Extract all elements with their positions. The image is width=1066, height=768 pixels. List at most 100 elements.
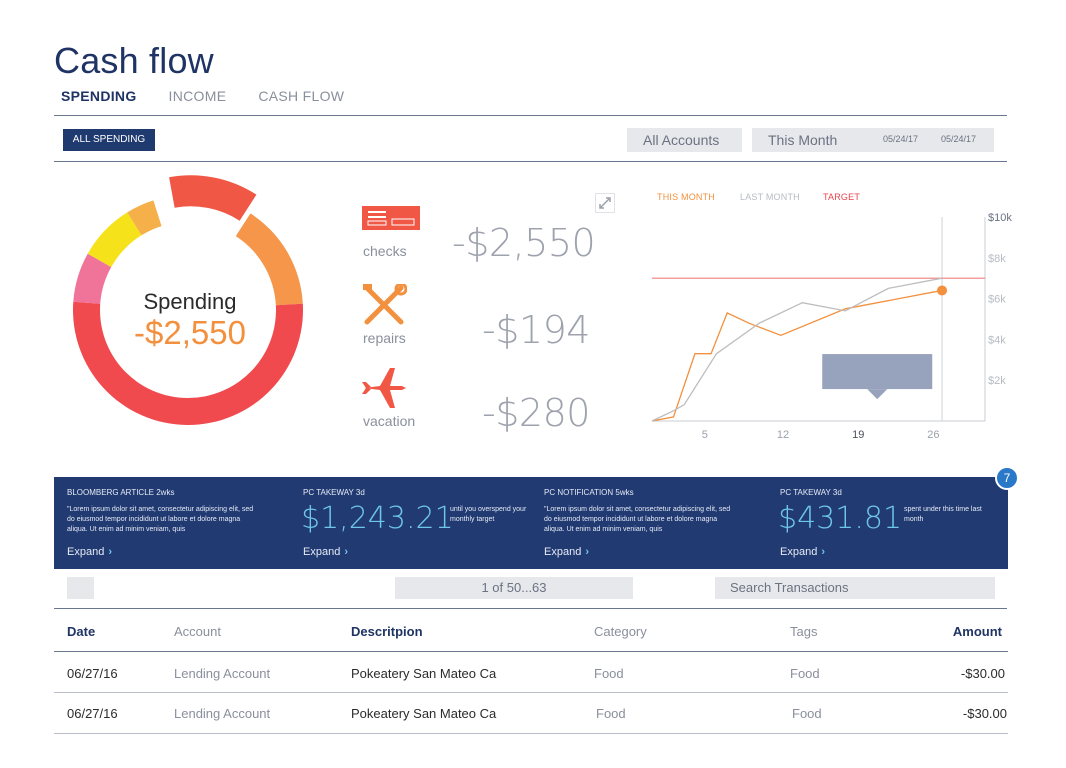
date-to[interactable]: 05/24/17 — [941, 134, 977, 144]
category-amount-vacation: -$280 — [482, 391, 590, 435]
chevron-right-icon: › — [108, 546, 112, 558]
checks-icon — [362, 206, 420, 235]
cell-account: Lending Account — [174, 706, 271, 721]
y-tick-label: $2k — [988, 375, 1006, 387]
spending-line-chart: $10k $8k $6k $4k $2k 5 12 19 26 — [651, 212, 1012, 441]
column-header-amount[interactable]: Amount — [952, 624, 1002, 639]
cell-date: 06/27/16 — [67, 706, 118, 721]
date-from[interactable]: 05/24/17 — [883, 134, 919, 144]
chevron-right-icon: › — [585, 546, 589, 558]
insight-body: "Lorem ipsum dolor sit amet, consectetur… — [544, 506, 731, 533]
donut-center-label: Spending — [143, 289, 237, 314]
period-dropdown[interactable]: This Month — [752, 128, 994, 152]
notification-badge[interactable]: 7 — [995, 466, 1019, 490]
tooltip — [822, 354, 933, 390]
page-title: Cash flow — [54, 40, 214, 81]
donut-svg — [72, 175, 303, 426]
legend-this-month[interactable]: THIS MONTH — [657, 192, 715, 202]
category-amount-repairs: -$194 — [482, 308, 590, 352]
cell-tags: Food — [790, 666, 820, 681]
row-divider — [54, 692, 1008, 693]
insight-title: PC NOTIFICATION 5wks — [544, 488, 634, 497]
category-label-checks: checks — [363, 243, 407, 259]
pagination-control[interactable]: 1 of 50...63 — [395, 577, 633, 599]
accounts-dropdown[interactable]: All Accounts — [627, 128, 742, 152]
insight-caption: spent under this time last month — [904, 506, 982, 523]
x-tick-label: 19 — [852, 429, 864, 441]
insight-title: PC TAKEWAY 3d — [303, 488, 365, 497]
donut-segment — [169, 175, 257, 221]
legend-last-month[interactable]: LAST MONTH — [740, 192, 800, 202]
legend-target[interactable]: TARGET — [823, 192, 861, 202]
column-header-category[interactable]: Category — [594, 624, 647, 639]
insight-expand-link[interactable]: Expand › — [780, 546, 825, 558]
category-label-vacation: vacation — [363, 413, 416, 429]
spending-donut-chart: Spending -$2,550 — [60, 168, 320, 448]
chevron-right-icon: › — [821, 546, 825, 558]
header-divider — [54, 651, 1008, 652]
period-label: This Month — [768, 132, 838, 148]
tab-cash-flow[interactable]: CASH FLOW — [258, 88, 345, 104]
y-tick-label: $4k — [988, 334, 1006, 346]
cell-amount: -$30.00 — [962, 706, 1007, 721]
insights-banner: BLOOMBERG ARTICLE 2wks "Lorem ipsum dolo… — [54, 477, 1008, 569]
expand-label: Expand — [780, 546, 818, 558]
expand-label: Expand — [67, 546, 105, 558]
tab-income[interactable]: INCOME — [168, 88, 227, 104]
last-month-line — [651, 277, 943, 422]
tools-icon — [363, 282, 408, 331]
insight-body: "Lorem ipsum dolor sit amet, consectetur… — [67, 506, 254, 533]
donut-center-value: -$2,550 — [134, 314, 246, 351]
expand-icon[interactable] — [595, 193, 615, 213]
column-header-tags[interactable]: Tags — [790, 624, 818, 639]
insight-title: BLOOMBERG ARTICLE 2wks — [67, 488, 175, 497]
table-top-divider — [54, 608, 1007, 609]
insight-expand-link[interactable]: Expand › — [544, 546, 589, 558]
cell-description: Pokeatery San Mateo Ca — [351, 666, 497, 681]
cell-amount: -$30.00 — [960, 666, 1005, 681]
insight-title: PC TAKEWAY 3d — [780, 488, 842, 497]
insight-caption: until you overspend your monthly target — [450, 506, 527, 523]
cell-date: 06/27/16 — [67, 666, 118, 681]
category-amount-checks: -$2,550 — [452, 221, 596, 265]
donut-segment — [73, 253, 112, 304]
x-tick-label: 5 — [702, 429, 708, 441]
header-divider — [54, 115, 1007, 116]
category-label-repairs: repairs — [363, 330, 406, 346]
row-divider — [54, 733, 1008, 734]
y-tick-label: $8k — [988, 253, 1006, 265]
airplane-icon — [362, 366, 408, 415]
donut-segment — [127, 200, 162, 236]
all-spending-button[interactable]: ALL SPENDING — [63, 129, 155, 151]
tooltip-pointer — [867, 389, 888, 400]
column-header-date[interactable]: Date — [67, 624, 96, 639]
x-tick-label: 26 — [927, 429, 939, 441]
cell-category: Food — [594, 666, 624, 681]
x-tick-label: 12 — [777, 429, 789, 441]
y-tick-label: $6k — [988, 294, 1006, 306]
insight-amount: $1,243.21 — [301, 501, 454, 536]
select-all-checkbox[interactable] — [67, 577, 94, 599]
donut-segment — [235, 213, 303, 306]
expand-label: Expand — [544, 546, 582, 558]
column-header-account[interactable]: Account — [174, 624, 221, 639]
y-tick-label: $10k — [988, 212, 1012, 224]
column-header-description[interactable]: Descritpion — [351, 624, 423, 639]
tab-bar: SPENDING INCOME CASH FLOW — [61, 88, 376, 104]
chevron-right-icon: › — [344, 546, 348, 558]
cell-description: Pokeatery San Mateo Ca — [351, 706, 497, 721]
expand-label: Expand — [303, 546, 341, 558]
insight-amount: $431.81 — [778, 501, 903, 536]
cell-category: Food — [596, 706, 626, 721]
cell-tags: Food — [792, 706, 822, 721]
current-marker — [937, 285, 948, 296]
tab-spending[interactable]: SPENDING — [61, 88, 137, 104]
insight-expand-link[interactable]: Expand › — [67, 546, 112, 558]
donut-segment — [87, 212, 142, 267]
search-transactions-input[interactable]: Search Transactions — [715, 577, 995, 599]
cell-account: Lending Account — [174, 666, 271, 681]
donut-segment — [72, 301, 303, 426]
filter-divider — [54, 161, 1007, 162]
this-month-line — [651, 289, 943, 422]
insight-expand-link[interactable]: Expand › — [303, 546, 348, 558]
